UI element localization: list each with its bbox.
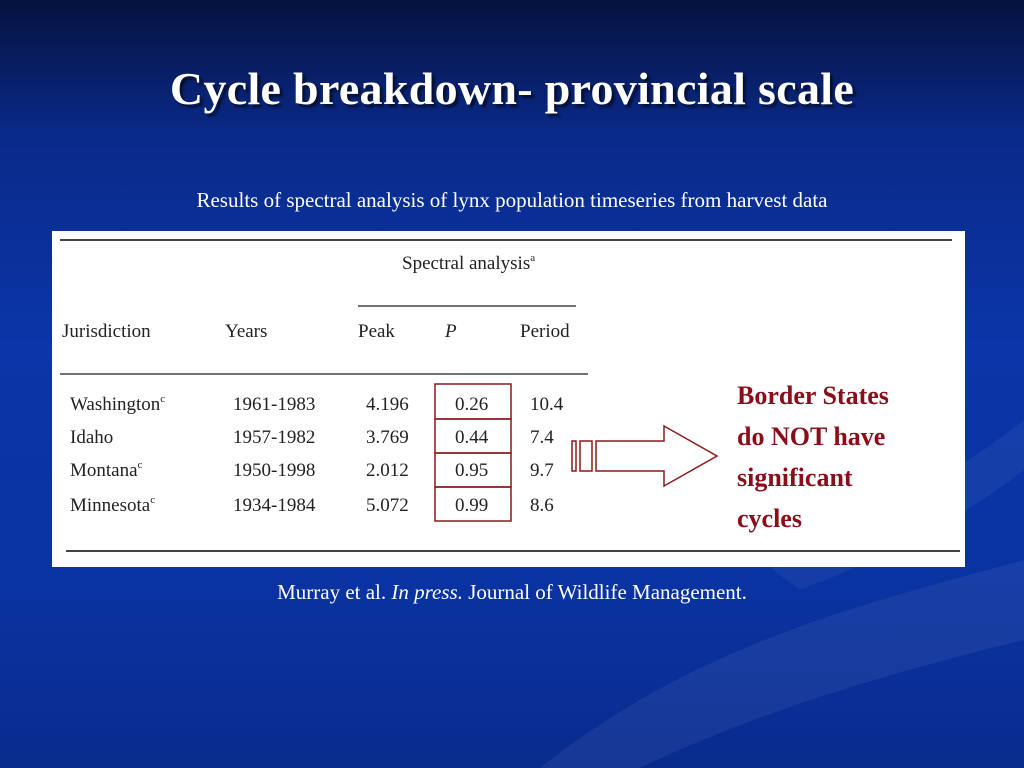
citation-journal: Journal of Wildlife Management. — [468, 580, 747, 604]
cell-p: 0.95 — [455, 460, 488, 481]
cell-years: 1950-1998 — [233, 460, 315, 481]
cell-jurisdiction: Montanac — [70, 459, 143, 481]
cell-period: 10.4 — [530, 394, 564, 415]
cell-years: 1957-1982 — [233, 427, 315, 448]
callout-line: Border States — [737, 381, 889, 410]
col-header-period: Period — [520, 321, 570, 342]
callout-line: cycles — [737, 504, 802, 533]
col-header-years: Years — [225, 321, 267, 342]
cell-jurisdiction: Washingtonc — [70, 393, 165, 415]
citation: Murray et al. In press. Journal of Wildl… — [0, 580, 1024, 605]
col-header-p: P — [444, 321, 457, 342]
callout-line: significant — [737, 463, 853, 492]
cell-p: 0.44 — [455, 427, 489, 448]
right-arrow-icon — [571, 424, 719, 488]
group-header: Spectral analysisa — [402, 252, 535, 274]
p-value-box — [434, 486, 512, 522]
cell-p: 0.99 — [455, 495, 488, 516]
slide-subtitle: Results of spectral analysis of lynx pop… — [196, 188, 828, 212]
table-row: Montanac 1950-1998 2.012 0.95 9.7 — [70, 459, 554, 481]
cell-years: 1961-1983 — [233, 394, 315, 415]
col-header-peak: Peak — [358, 321, 395, 342]
cell-period: 8.6 — [530, 495, 554, 516]
table-image-panel: Spectral analysisa Jurisdiction Years Pe… — [52, 231, 965, 567]
table-row: Washingtonc 1961-1983 4.196 0.26 10.4 — [70, 393, 564, 415]
cell-period: 7.4 — [530, 427, 554, 448]
col-header-jurisdiction: Jurisdiction — [62, 321, 151, 342]
cell-peak: 4.196 — [366, 394, 409, 415]
cell-jurisdiction: Minnesotac — [70, 494, 155, 516]
spectral-analysis-table: Spectral analysisa Jurisdiction Years Pe… — [60, 239, 960, 552]
slide-title: Cycle breakdown- provincial scale — [169, 63, 855, 114]
citation-status: In press. — [391, 580, 463, 604]
cell-p: 0.26 — [455, 394, 488, 415]
table-row: Idaho 1957-1982 3.769 0.44 7.4 — [70, 427, 554, 448]
callout-note: Border States do NOT have significant cy… — [737, 375, 957, 539]
cell-years: 1934-1984 — [233, 495, 316, 516]
callout-line: do NOT have — [737, 422, 886, 451]
cell-peak: 2.012 — [366, 460, 409, 481]
cell-period: 9.7 — [530, 460, 554, 481]
table-row: Minnesotac 1934-1984 5.072 0.99 8.6 — [70, 494, 554, 516]
cell-peak: 5.072 — [366, 495, 409, 516]
citation-authors: Murray et al. — [277, 580, 387, 604]
cell-peak: 3.769 — [366, 427, 409, 448]
cell-jurisdiction: Idaho — [70, 427, 113, 448]
